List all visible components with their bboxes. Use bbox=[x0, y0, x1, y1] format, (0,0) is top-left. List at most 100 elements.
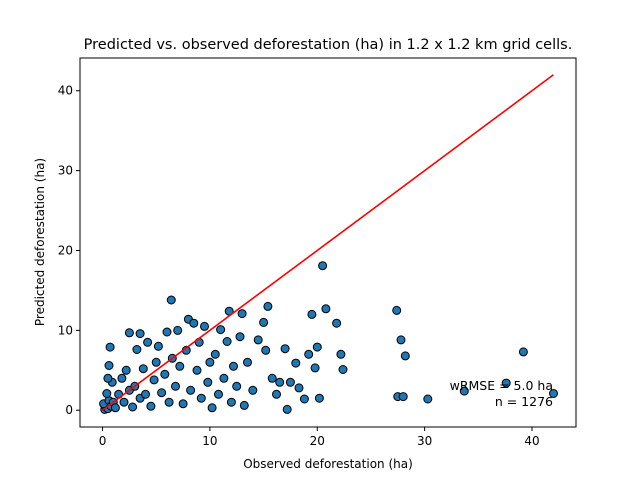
data-point bbox=[226, 397, 236, 407]
data-point bbox=[146, 401, 156, 411]
data-point bbox=[275, 377, 285, 387]
y-axis-ticks: 0 10 20 30 40 bbox=[58, 84, 80, 417]
data-point bbox=[214, 389, 223, 399]
data-point bbox=[205, 357, 215, 367]
data-point bbox=[222, 337, 232, 346]
data-point bbox=[103, 373, 113, 383]
data-point bbox=[336, 349, 346, 359]
data-point bbox=[392, 305, 402, 315]
data-point bbox=[253, 335, 263, 345]
data-point bbox=[153, 341, 163, 351]
data-point bbox=[549, 389, 558, 398]
data-point bbox=[162, 327, 172, 337]
data-point bbox=[248, 385, 258, 395]
data-point bbox=[285, 377, 295, 387]
x-tick-label: 10 bbox=[202, 434, 217, 448]
x-axis-ticks: 0 10 20 30 40 bbox=[99, 427, 540, 448]
data-point bbox=[104, 361, 114, 370]
y-tick-label: 10 bbox=[58, 323, 73, 337]
data-point bbox=[321, 304, 331, 314]
y-tick-label: 20 bbox=[58, 243, 73, 257]
data-point bbox=[203, 377, 213, 387]
data-point bbox=[304, 349, 314, 359]
data-point bbox=[267, 373, 277, 383]
x-tick-label: 30 bbox=[417, 434, 432, 448]
data-point bbox=[102, 389, 112, 398]
data-point bbox=[138, 364, 148, 374]
data-point bbox=[132, 345, 142, 354]
data-point bbox=[119, 397, 129, 407]
y-axis-label: Predicted deforestation (ha) bbox=[33, 158, 47, 326]
data-point bbox=[291, 358, 301, 368]
data-point bbox=[141, 389, 150, 399]
data-point bbox=[518, 347, 528, 357]
data-point bbox=[149, 375, 159, 385]
data-point bbox=[314, 393, 324, 403]
data-point bbox=[157, 388, 167, 398]
data-point bbox=[124, 328, 134, 338]
data-point bbox=[160, 369, 170, 379]
data-point bbox=[216, 325, 226, 335]
data-point bbox=[312, 342, 322, 352]
x-tick-label: 20 bbox=[310, 434, 325, 448]
x-axis-label: Observed deforestation (ha) bbox=[243, 457, 413, 471]
data-point bbox=[459, 386, 469, 396]
data-point bbox=[189, 318, 199, 328]
y-tick-label: 0 bbox=[65, 403, 73, 417]
data-point bbox=[263, 301, 273, 311]
data-point bbox=[200, 321, 209, 331]
data-point bbox=[143, 337, 153, 347]
data-point bbox=[282, 404, 292, 414]
data-point bbox=[178, 399, 188, 409]
data-point bbox=[261, 345, 271, 355]
data-point bbox=[166, 295, 176, 305]
data-point bbox=[117, 373, 127, 383]
data-point bbox=[121, 365, 131, 375]
data-point bbox=[307, 309, 317, 319]
x-tick-label: 40 bbox=[524, 434, 539, 448]
data-point bbox=[151, 357, 161, 367]
data-point bbox=[423, 394, 433, 404]
wrmse-annotation: wRMSE = 5.0 ha bbox=[450, 378, 553, 393]
data-point bbox=[259, 317, 269, 327]
data-point bbox=[110, 403, 120, 413]
data-point bbox=[400, 351, 410, 361]
data-point bbox=[239, 400, 249, 410]
data-point bbox=[105, 342, 115, 352]
data-point bbox=[280, 344, 290, 354]
reference-line bbox=[102, 74, 554, 411]
chart-title: Predicted vs. observed deforestation (ha… bbox=[84, 37, 573, 53]
data-point bbox=[243, 357, 252, 367]
data-point bbox=[318, 261, 328, 271]
data-point bbox=[294, 383, 304, 393]
data-point bbox=[272, 389, 281, 399]
data-point bbox=[186, 385, 196, 395]
data-point bbox=[210, 349, 220, 359]
plot-frame bbox=[79, 57, 577, 428]
data-point bbox=[128, 402, 138, 412]
data-point bbox=[192, 365, 202, 375]
data-point bbox=[171, 381, 180, 391]
data-point bbox=[196, 393, 206, 403]
data-point bbox=[338, 365, 348, 374]
data-point bbox=[396, 335, 406, 345]
data-point bbox=[237, 309, 247, 319]
data-point bbox=[229, 361, 238, 371]
data-point bbox=[164, 397, 174, 407]
data-point bbox=[398, 392, 408, 402]
data-point bbox=[501, 378, 511, 388]
data-point bbox=[207, 403, 217, 413]
data-point bbox=[332, 318, 342, 328]
count-annotation: n = 1276 bbox=[495, 394, 553, 409]
data-point bbox=[299, 394, 309, 404]
data-point bbox=[219, 373, 229, 383]
y-tick-label: 30 bbox=[58, 164, 73, 178]
data-point bbox=[173, 325, 183, 335]
data-point bbox=[175, 361, 185, 371]
data-point bbox=[235, 332, 245, 342]
data-point bbox=[135, 329, 145, 339]
data-point bbox=[232, 381, 242, 391]
x-tick-label: 0 bbox=[99, 434, 107, 448]
y-tick-label: 40 bbox=[58, 84, 73, 98]
